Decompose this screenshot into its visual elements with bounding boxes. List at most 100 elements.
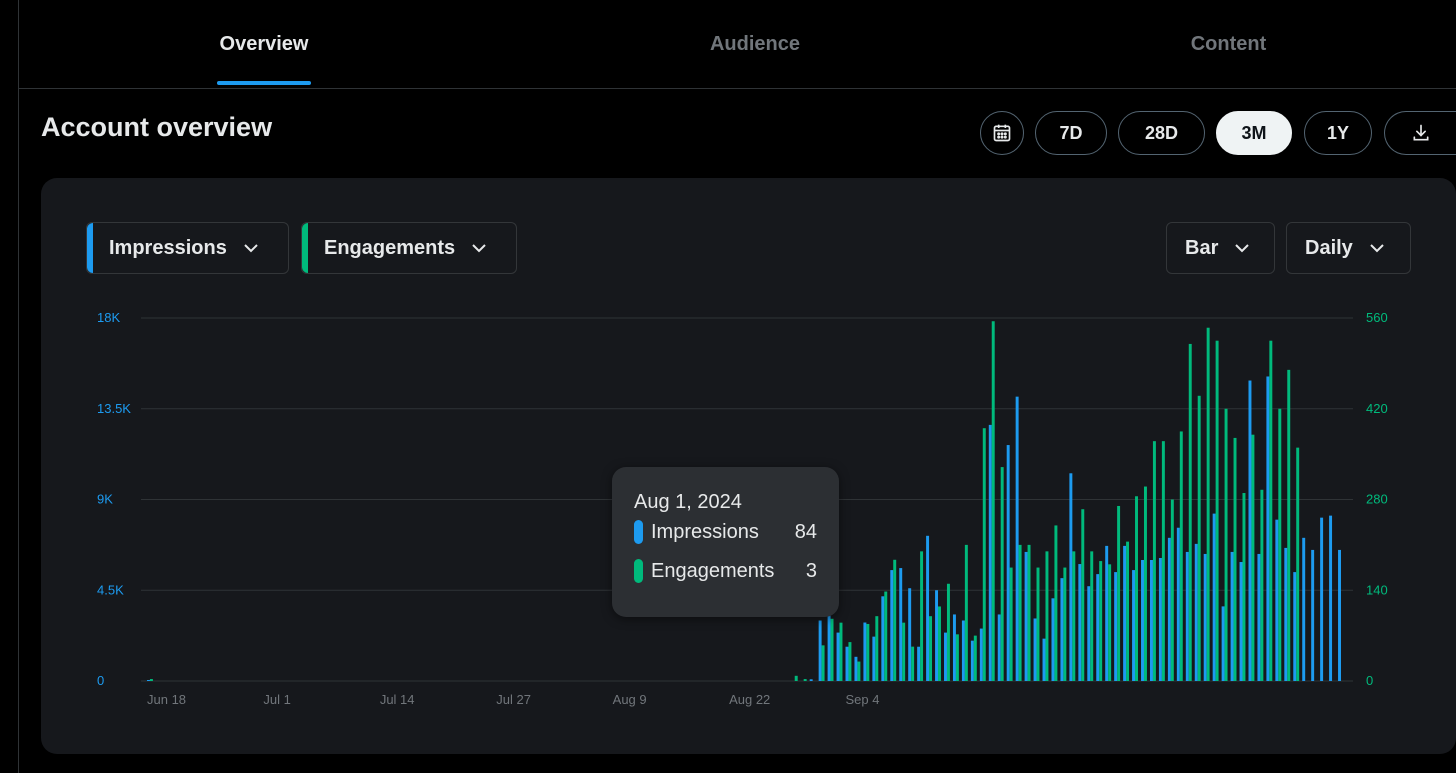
- engagements-bar: [1099, 561, 1103, 681]
- y-right-tick-label: 140: [1366, 582, 1388, 597]
- dropdown-label: Engagements: [324, 236, 456, 259]
- engagements-bar: [911, 646, 915, 681]
- chart-card: Impressions Engagements Bar Daily 0 0 4.5K…: [41, 178, 1456, 754]
- impressions-bar: [872, 636, 876, 681]
- x-tick-label: Sep 4: [846, 692, 880, 707]
- engagements-bar: [1188, 343, 1192, 681]
- y-left-tick-label: 4.5K: [97, 582, 124, 597]
- impressions-bar: [1185, 551, 1189, 681]
- y-right-tick-label: 0: [1366, 673, 1373, 688]
- download-button[interactable]: [1384, 111, 1456, 155]
- impressions-bar: [845, 646, 849, 681]
- range-3m-button[interactable]: 3M: [1216, 111, 1292, 155]
- impressions-dropdown[interactable]: Impressions: [86, 222, 289, 274]
- dropdown-label: Daily: [1305, 236, 1353, 259]
- impressions-bar: [827, 614, 831, 681]
- engagements-bar: [1170, 499, 1174, 681]
- impressions-bar: [1275, 519, 1279, 681]
- impressions-bar: [809, 679, 813, 681]
- engagements-bar: [1143, 486, 1147, 681]
- engagements-bar: [1242, 493, 1246, 681]
- engagements-bar: [1152, 441, 1156, 681]
- engagements-bar: [1018, 544, 1022, 681]
- dropdown-label: Bar: [1185, 236, 1219, 259]
- impressions-bar: [1302, 537, 1306, 681]
- impressions-bar: [1329, 515, 1333, 681]
- engagements-bar: [1179, 431, 1183, 681]
- impressions-bar: [979, 628, 983, 681]
- range-7d-button[interactable]: 7D: [1035, 111, 1107, 155]
- engagements-bar: [149, 679, 153, 681]
- impressions-bar: [1239, 562, 1243, 681]
- impressions-bar: [1069, 473, 1073, 681]
- impressions-swatch: [634, 520, 643, 544]
- interval-dropdown[interactable]: Daily: [1286, 222, 1411, 274]
- impressions-bar: [1114, 572, 1118, 681]
- engagements-bar: [1045, 551, 1049, 681]
- tab-content[interactable]: Content: [1001, 0, 1456, 88]
- tab-overview[interactable]: Overview: [19, 0, 509, 88]
- engagements-bar: [929, 616, 933, 681]
- engagements-bar: [1287, 369, 1291, 681]
- impressions-bar: [997, 614, 1001, 681]
- left-border: [18, 0, 19, 773]
- engagements-bar: [1090, 551, 1094, 681]
- engagements-bar: [973, 635, 977, 681]
- impressions-bar: [961, 620, 965, 681]
- engagements-bar: [794, 675, 798, 681]
- engagements-bar: [1027, 544, 1031, 681]
- tooltip-row-engagements: Engagements 3: [634, 557, 817, 585]
- impressions-bar: [1051, 598, 1055, 681]
- engagements-bar: [991, 321, 995, 681]
- impressions-bar: [1096, 574, 1100, 681]
- impressions-bar: [908, 588, 912, 681]
- engagements-bar: [1135, 496, 1138, 681]
- tab-label: Audience: [709, 32, 801, 55]
- engagements-bar: [1269, 340, 1273, 681]
- impressions-bar: [952, 614, 956, 681]
- y-right-tick-label: 420: [1366, 401, 1388, 416]
- engagements-dropdown[interactable]: Engagements: [301, 222, 517, 274]
- impressions-bar: [1338, 549, 1341, 681]
- range-1y-button[interactable]: 1Y: [1304, 111, 1372, 155]
- impressions-bar: [1194, 543, 1198, 681]
- chevron-down-icon: [1235, 244, 1250, 253]
- engagements-bar: [1054, 525, 1058, 681]
- x-tick-label: Aug 22: [729, 692, 770, 707]
- engagements-bar: [1117, 505, 1121, 681]
- engagements-bar: [1126, 541, 1130, 681]
- chevron-down-icon: [244, 244, 258, 253]
- impressions-bar: [881, 596, 885, 681]
- impressions-bar: [1015, 396, 1019, 681]
- impressions-bar: [899, 568, 903, 681]
- impressions-bar: [926, 535, 930, 681]
- impressions-bar: [1257, 553, 1261, 681]
- engagements-bar: [1161, 441, 1165, 681]
- impressions-bar: [1024, 551, 1028, 681]
- impressions-bar: [1149, 560, 1153, 681]
- impressions-bar: [1284, 547, 1288, 681]
- engagements-bar: [982, 428, 986, 681]
- engagements-bar: [1224, 408, 1228, 681]
- chart-type-dropdown[interactable]: Bar: [1166, 222, 1275, 274]
- engagements-bar: [1000, 467, 1004, 681]
- tooltip-label: Engagements: [651, 559, 775, 582]
- range-28d-button[interactable]: 28D: [1118, 111, 1205, 155]
- tooltip-row-impressions: Impressions 84: [634, 518, 817, 546]
- engagements-bar: [866, 623, 870, 681]
- impressions-bar: [1060, 578, 1064, 681]
- tooltip-value: 84: [794, 520, 817, 543]
- engagements-swatch: [634, 559, 643, 583]
- tab-label: Overview: [219, 32, 309, 55]
- impressions-bar: [1176, 527, 1180, 681]
- engagements-bar: [1036, 567, 1040, 681]
- calendar-button[interactable]: [980, 111, 1024, 155]
- dropdown-label: Impressions: [109, 236, 227, 259]
- impressions-bar: [1042, 638, 1046, 681]
- engagements-bar: [1197, 395, 1201, 681]
- impressions-bar: [917, 646, 921, 681]
- engagements-bar: [1206, 327, 1210, 681]
- tab-audience[interactable]: Audience: [509, 0, 1001, 88]
- impressions-bar: [1141, 560, 1144, 681]
- engagements-bar: [1081, 509, 1085, 681]
